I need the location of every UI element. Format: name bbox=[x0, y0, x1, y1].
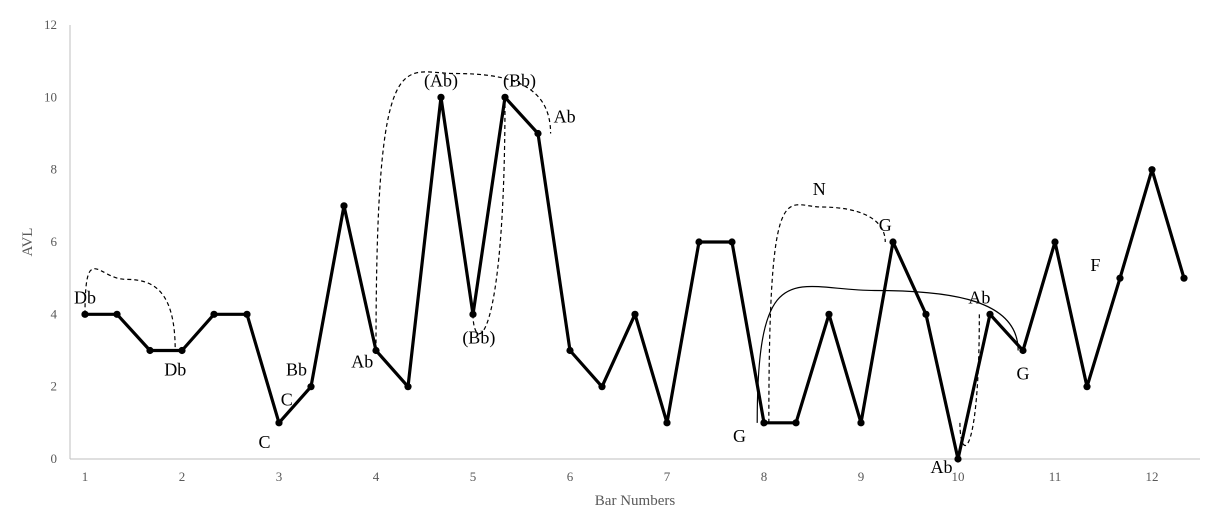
note-label: Ab bbox=[968, 287, 990, 307]
note-label: G bbox=[733, 426, 746, 446]
note-label: Ab bbox=[931, 457, 953, 477]
data-point bbox=[372, 346, 380, 355]
x-tick-label: 9 bbox=[858, 469, 865, 484]
data-point bbox=[1051, 238, 1059, 246]
note-label: Bb bbox=[286, 360, 307, 380]
data-point bbox=[857, 419, 865, 427]
data-point bbox=[1019, 346, 1027, 355]
data-point bbox=[307, 383, 315, 391]
note-label: (Bb) bbox=[503, 70, 536, 91]
x-tick-label: 4 bbox=[373, 469, 380, 484]
dashed-connector-arc bbox=[84, 268, 176, 351]
y-tick-label: 0 bbox=[51, 451, 58, 466]
connector-arcs bbox=[84, 71, 1019, 447]
note-label: C bbox=[281, 390, 293, 410]
data-point bbox=[728, 238, 736, 246]
data-point bbox=[792, 419, 800, 427]
x-tick-label: 8 bbox=[761, 469, 768, 484]
note-label: G bbox=[1016, 364, 1029, 384]
note-label: G bbox=[879, 215, 892, 235]
x-tick-label: 12 bbox=[1145, 469, 1158, 484]
y-tick-label: 2 bbox=[51, 379, 58, 394]
data-point bbox=[663, 419, 671, 427]
x-axis: 1 2 3 4 5 6 7 8 9 10 11 12 bbox=[70, 458, 1200, 484]
data-point bbox=[113, 310, 121, 318]
data-point bbox=[760, 419, 768, 427]
data-point bbox=[340, 202, 348, 210]
data-point bbox=[1116, 274, 1124, 282]
data-point bbox=[922, 310, 930, 318]
note-label: (Ab) bbox=[424, 70, 458, 91]
data-point bbox=[1180, 274, 1188, 282]
data-point bbox=[81, 310, 89, 318]
data-point bbox=[889, 238, 897, 246]
dashed-connector-arc bbox=[375, 71, 552, 351]
solid-connector-arc bbox=[756, 285, 1019, 423]
note-label: N bbox=[813, 179, 826, 199]
note-label: (Bb) bbox=[462, 327, 495, 348]
data-point bbox=[210, 310, 218, 318]
y-tick-label: 8 bbox=[51, 162, 58, 177]
data-point bbox=[469, 310, 477, 318]
note-label: Db bbox=[74, 287, 96, 307]
data-point bbox=[178, 346, 186, 355]
y-tick-label: 12 bbox=[44, 17, 57, 32]
data-point bbox=[598, 383, 606, 391]
x-tick-label: 10 bbox=[951, 469, 964, 484]
note-label: Ab bbox=[351, 352, 373, 372]
x-tick-label: 5 bbox=[470, 469, 477, 484]
note-labels: Db Db C C Bb Ab (Ab) (Bb) (Bb) Ab G N G Ab Ab G F bbox=[74, 70, 1100, 477]
data-point bbox=[437, 93, 445, 101]
x-axis-title: Bar Numbers bbox=[595, 493, 676, 509]
data-point bbox=[631, 310, 639, 318]
data-point bbox=[275, 419, 283, 427]
x-tick-label: 2 bbox=[179, 469, 186, 484]
data-point bbox=[1148, 166, 1156, 174]
data-point bbox=[501, 93, 509, 101]
y-axis-title: AVL bbox=[20, 228, 36, 257]
series-line bbox=[85, 95, 1186, 461]
data-point bbox=[825, 310, 833, 318]
x-tick-label: 11 bbox=[1049, 469, 1062, 484]
data-series bbox=[81, 93, 1188, 463]
data-point bbox=[404, 383, 412, 391]
y-tick-label: 10 bbox=[44, 89, 57, 104]
data-point bbox=[243, 310, 251, 318]
x-tick-label: 6 bbox=[567, 469, 574, 484]
data-point bbox=[954, 455, 962, 463]
x-tick-label: 1 bbox=[82, 469, 89, 484]
y-axis: 0 2 4 6 8 10 12 bbox=[44, 17, 71, 466]
y-tick-label: 4 bbox=[51, 306, 58, 321]
data-point bbox=[695, 238, 703, 246]
data-point bbox=[534, 129, 542, 138]
data-point bbox=[146, 346, 154, 355]
x-tick-label: 3 bbox=[276, 469, 283, 484]
note-label: Db bbox=[164, 360, 186, 380]
y-tick-label: 6 bbox=[51, 234, 58, 249]
data-point bbox=[986, 310, 994, 318]
note-label: C bbox=[258, 432, 270, 452]
data-point bbox=[1083, 383, 1091, 391]
note-label: Ab bbox=[554, 107, 576, 127]
data-point bbox=[566, 346, 574, 355]
dashed-connector-arc bbox=[768, 204, 886, 423]
note-label: F bbox=[1090, 255, 1100, 275]
x-tick-label: 7 bbox=[664, 469, 671, 484]
